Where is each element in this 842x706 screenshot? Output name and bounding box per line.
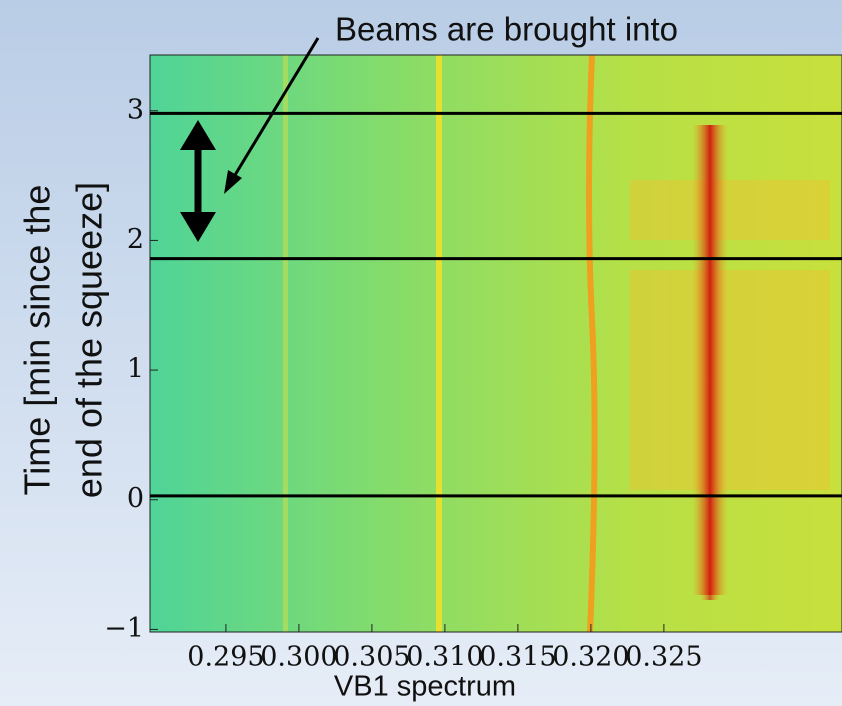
plot-frame xyxy=(149,54,842,633)
x-tick-label: 0.300 xyxy=(260,642,337,673)
streak xyxy=(436,55,442,632)
spectrogram-image xyxy=(150,55,842,632)
streak xyxy=(586,55,598,632)
y-tick-label: 1 xyxy=(127,354,144,385)
y-tick-label: 0 xyxy=(127,483,144,514)
y-axis-label: Time [min since the xyxy=(17,185,58,496)
annotation: Beams are brought into xyxy=(335,11,678,48)
y-tick-label: 2 xyxy=(127,224,144,255)
double-arrowhead xyxy=(180,120,216,150)
x-tick-label: 0.315 xyxy=(479,642,556,673)
y-tick-label: −1 xyxy=(104,613,144,644)
double-arrowhead xyxy=(180,212,216,242)
streak xyxy=(283,55,288,632)
marks: −1 0 1 2 3 0.2950.3000.3050.3100.3150.3200.32… xyxy=(104,94,842,673)
x-tick-label: 0.310 xyxy=(406,642,483,673)
annotation-arrowhead xyxy=(224,170,242,194)
x-tick-label: 0.325 xyxy=(625,642,702,673)
y-tick-label: 3 xyxy=(127,94,144,125)
x-axis-label: VB1 spectrum xyxy=(334,671,516,703)
x-tick-label: 0.295 xyxy=(187,642,264,673)
y-axis-label: end of the squeeze] xyxy=(69,182,110,498)
streak xyxy=(630,270,830,490)
streak xyxy=(630,180,830,240)
streak xyxy=(692,125,728,595)
streak xyxy=(700,520,720,600)
annotation-arrow xyxy=(230,37,320,181)
x-tick-label: 0.320 xyxy=(552,642,629,673)
x-tick-label: 0.305 xyxy=(333,642,410,673)
